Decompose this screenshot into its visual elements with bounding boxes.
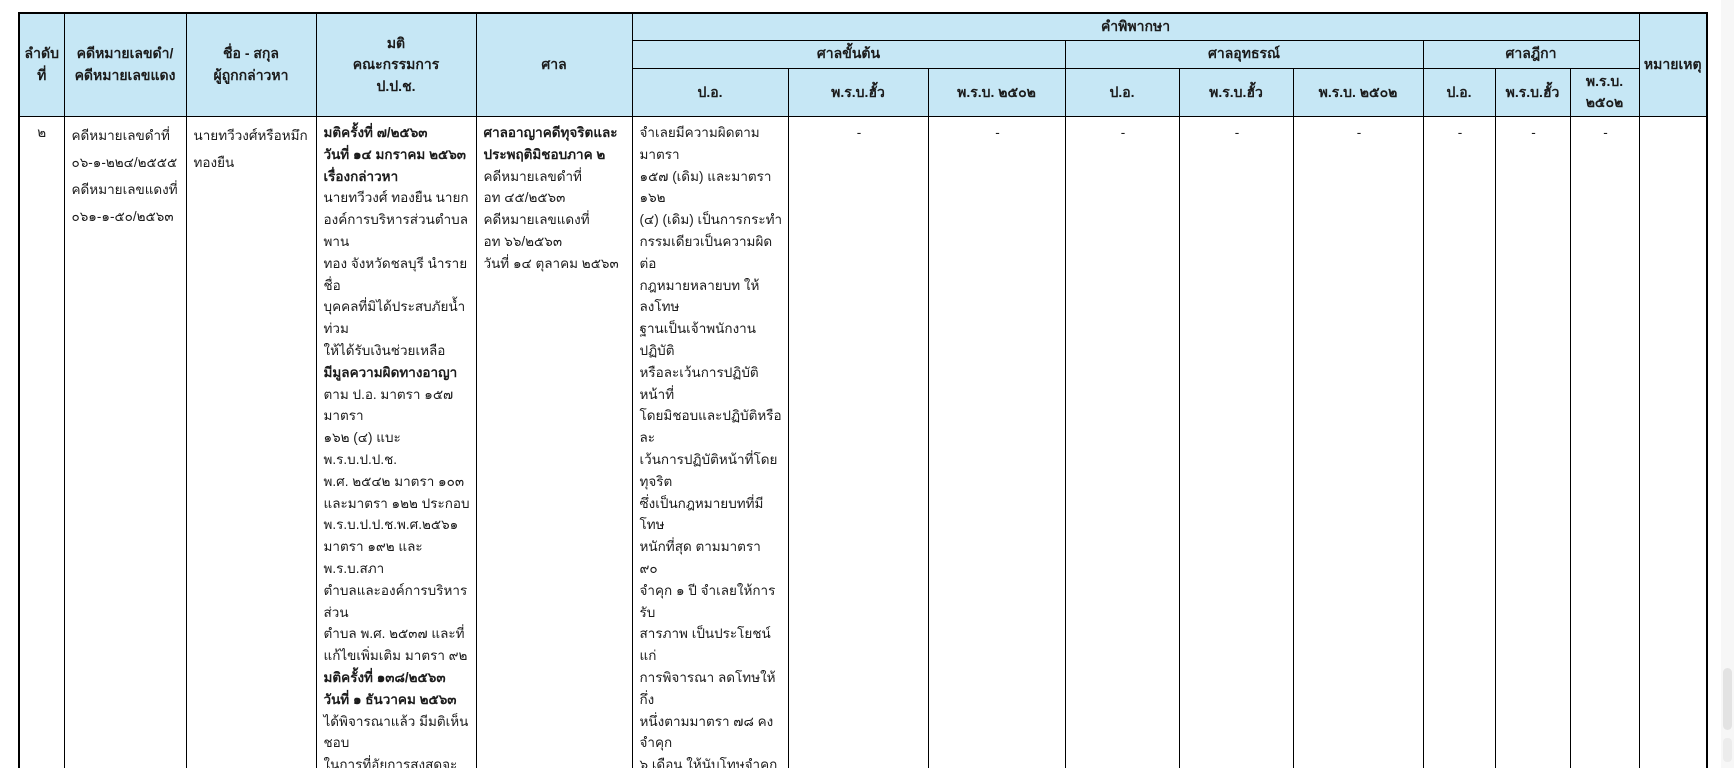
text-line: ๑๕๗ (เดิม) และมาตรา ๑๖๒ bbox=[639, 168, 772, 206]
col-header-judgment-group: คำพิพากษา bbox=[631, 12, 1640, 41]
col-header-supreme-hua: พ.ร.บ.ฮั้ว bbox=[1494, 67, 1571, 118]
text-line: ๐๖๑-๑-๕๐/๒๕๖๓ bbox=[71, 209, 174, 225]
text-line: องค์การบริหารส่วนตำบลพาน bbox=[323, 212, 469, 250]
cell-judgment-appeal-2502: - bbox=[1292, 116, 1424, 768]
text-line: ศาลอาญาคดีทุจริตและ bbox=[483, 125, 618, 141]
text-line: นายทวีวงศ์ ทองยืน นายก bbox=[323, 190, 469, 206]
text-line: พ.ศ. ๒๕๔๒ มาตรา ๑๐๓ bbox=[323, 473, 465, 489]
text-line: ตาม ป.อ. มาตรา ๑๕๗ มาตรา bbox=[323, 386, 454, 424]
text-line: ตำบล พ.ศ. ๒๕๓๗ และที่ bbox=[323, 626, 465, 642]
text-line: คดีหมายเลขแดงที่ bbox=[71, 182, 178, 198]
cell-case-numbers: คดีหมายเลขดำที่๐๖-๑-๒๒๔/๒๕๕๕คดีหมายเลขแด… bbox=[63, 116, 187, 768]
text-line: กรรมเดียวเป็นความผิดต่อ bbox=[639, 234, 773, 271]
col-header-supreme-po: ป.อ. bbox=[1422, 67, 1496, 118]
col-header-notes: หมายเหตุ bbox=[1638, 12, 1708, 118]
col-header-first-hua: พ.ร.บ.ฮั้ว bbox=[787, 67, 929, 118]
text-line: เรื่องกล่าวหา bbox=[323, 168, 399, 184]
col-header-court-first-instance: ศาลขั้นต้น bbox=[631, 39, 1066, 69]
text-line: (๔) (เดิม) เป็นการกระทำ bbox=[639, 212, 783, 228]
cell-accused-name: นายทวีวงศ์หรือหมึกทองยืน bbox=[185, 116, 317, 768]
text-line: เว้นการปฏิบัติหน้าที่โดยทุจริต bbox=[639, 452, 778, 489]
col-header-appeal-hua: พ.ร.บ.ฮั้ว bbox=[1178, 67, 1294, 118]
cell-row-number: ๒ bbox=[18, 116, 65, 768]
col-header-appeal-po: ป.อ. bbox=[1064, 67, 1180, 118]
text-line: ได้พิจารณาแล้ว มีมติเห็นชอบ bbox=[323, 713, 469, 751]
cell-nacc-resolution: มติครั้งที่ ๗/๒๕๖๓วันที่ ๑๔ มกราคม ๒๕๖๓เ… bbox=[315, 116, 477, 768]
text-line: มาตรา ๑๙๒ และ พ.ร.บ.สภา bbox=[323, 539, 423, 576]
text-line: โดยมิชอบและปฏิบัติหรือละ bbox=[639, 408, 782, 446]
text-line: วันที่ ๑๔ มกราคม ๒๕๖๓ bbox=[323, 146, 467, 162]
cell-judgment-appeal-po: - bbox=[1064, 116, 1180, 768]
text-line: นายทวีวงศ์หรือหมึก bbox=[193, 128, 308, 144]
case-table: ลำดับ ที่ คดีหมายเลขดำ/ คดีหมายเลขแดง ชื… bbox=[18, 12, 1708, 768]
text-line: กฎหมายหลายบท ให้ลงโทษ bbox=[639, 277, 760, 315]
col-header-first-po: ป.อ. bbox=[631, 67, 789, 118]
text-line: อท ๖๖/๒๕๖๓ bbox=[483, 234, 563, 250]
col-header-nacc-resolution: มติ คณะกรรมการ ป.ป.ช. bbox=[315, 12, 477, 118]
text-line: ตำบลและองค์การบริหารส่วน bbox=[323, 582, 468, 620]
text-line: พ.ร.บ.ป.ป.ช.พ.ศ.๒๕๖๑ bbox=[323, 517, 459, 533]
text-line: ในการที่อัยการสูงสุดจะไม่ bbox=[323, 757, 458, 768]
cell-judgment-appeal-hua: - bbox=[1178, 116, 1294, 768]
cell-judgment-supreme-2502: - bbox=[1569, 116, 1640, 768]
col-header-supreme-2502: พ.ร.บ. ๒๕๐๒ bbox=[1569, 67, 1640, 118]
text-line: ประพฤติมิชอบภาค ๒ bbox=[483, 146, 606, 162]
cell-judgment-first-po: จำเลยมีความผิดตามมาตรา๑๕๗ (เดิม) และมาตร… bbox=[631, 116, 789, 768]
cell-judgment-first-hua: - bbox=[787, 116, 929, 768]
text-line: มีมูลความผิดทางอาญา bbox=[323, 364, 458, 380]
text-line: และมาตรา ๑๒๒ ประกอบ bbox=[323, 495, 470, 511]
text-line: มติครั้งที่ ๗/๒๕๖๓ bbox=[323, 125, 428, 141]
text-line: ๐๖-๑-๒๒๔/๒๕๕๕ bbox=[71, 155, 178, 171]
text-line: คดีหมายเลขดำที่ bbox=[483, 168, 582, 184]
text-line: หนึ่งตามมาตรา ๗๘ คงจำคุก bbox=[639, 713, 774, 751]
scrollbar-thumb[interactable] bbox=[1723, 668, 1732, 730]
text-line: วันที่ ๑๔ ตุลาคม ๒๕๖๓ bbox=[483, 255, 619, 271]
scrollbar-track[interactable] bbox=[1721, 0, 1734, 768]
text-line: หนักที่สุด ตามมาตรา ๙๐ bbox=[639, 539, 761, 576]
cell-court: ศาลอาญาคดีทุจริตและประพฤติมิชอบภาค ๒คดีห… bbox=[475, 116, 633, 768]
text-line: จำคุก ๑ ปี จำเลยให้การรับ bbox=[639, 582, 776, 620]
text-line: มติครั้งที่ ๑๓๘/๒๕๖๓ bbox=[323, 669, 446, 685]
text-line: ทอง จังหวัดชลบุรี นำรายชื่อ bbox=[323, 255, 468, 293]
col-header-court-supreme: ศาลฎีกา bbox=[1422, 39, 1640, 69]
text-line: วันที่ ๑ ธันวาคม ๒๕๖๓ bbox=[323, 691, 457, 707]
text-line: ซึ่งเป็นกฎหมายบทที่มีโทษ bbox=[639, 495, 764, 533]
text-line: ฐานเป็นเจ้าพนักงานปฏิบัติ bbox=[639, 321, 756, 359]
cell-judgment-supreme-po: - bbox=[1422, 116, 1496, 768]
cell-judgment-supreme-hua: - bbox=[1494, 116, 1571, 768]
text-line: หรือละเว้นการปฏิบัติหน้าที่ bbox=[639, 364, 759, 402]
text-line: ให้ได้รับเงินช่วยเหลือ bbox=[323, 343, 446, 359]
scroll-down-button[interactable] bbox=[1723, 738, 1732, 762]
text-line: ๑๖๒ (๔) แบะ พ.ร.บ.ป.ป.ช. bbox=[323, 430, 401, 468]
col-header-court: ศาล bbox=[475, 12, 633, 118]
text-line: การพิจารณา ลดโทษให้กึ่ง bbox=[639, 669, 776, 707]
text-line: บุคคลที่มิได้ประสบภัยน้ำท่วม bbox=[323, 299, 466, 337]
text-line: สารภาพ เป็นประโยชน์แก่ bbox=[639, 626, 771, 664]
col-header-first-2502: พ.ร.บ. ๒๕๐๒ bbox=[927, 67, 1066, 118]
cell-notes bbox=[1638, 116, 1708, 768]
col-header-accused-name: ชื่อ - สกุล ผู้ถูกกล่าวหา bbox=[185, 12, 317, 118]
cell-judgment-first-2502: - bbox=[927, 116, 1066, 768]
text-line: อท ๔๕/๒๕๖๓ bbox=[483, 190, 566, 206]
text-line: แก้ไขเพิ่มเติม มาตรา ๙๒ bbox=[323, 648, 468, 664]
col-header-appeal-2502: พ.ร.บ. ๒๕๐๒ bbox=[1292, 67, 1424, 118]
col-header-court-appeal: ศาลอุทธรณ์ bbox=[1064, 39, 1424, 69]
text-line: คดีหมายเลขแดงที่ bbox=[483, 212, 590, 228]
text-line: ๖ เดือน ให้นับโทษจำคุก bbox=[639, 757, 778, 768]
col-header-case-numbers: คดีหมายเลขดำ/ คดีหมายเลขแดง bbox=[63, 12, 187, 118]
col-header-no: ลำดับ ที่ bbox=[18, 12, 65, 118]
text-line: จำเลยมีความผิดตามมาตรา bbox=[639, 125, 760, 162]
text-line: คดีหมายเลขดำที่ bbox=[71, 128, 170, 144]
text-line: ทองยืน bbox=[193, 155, 235, 171]
